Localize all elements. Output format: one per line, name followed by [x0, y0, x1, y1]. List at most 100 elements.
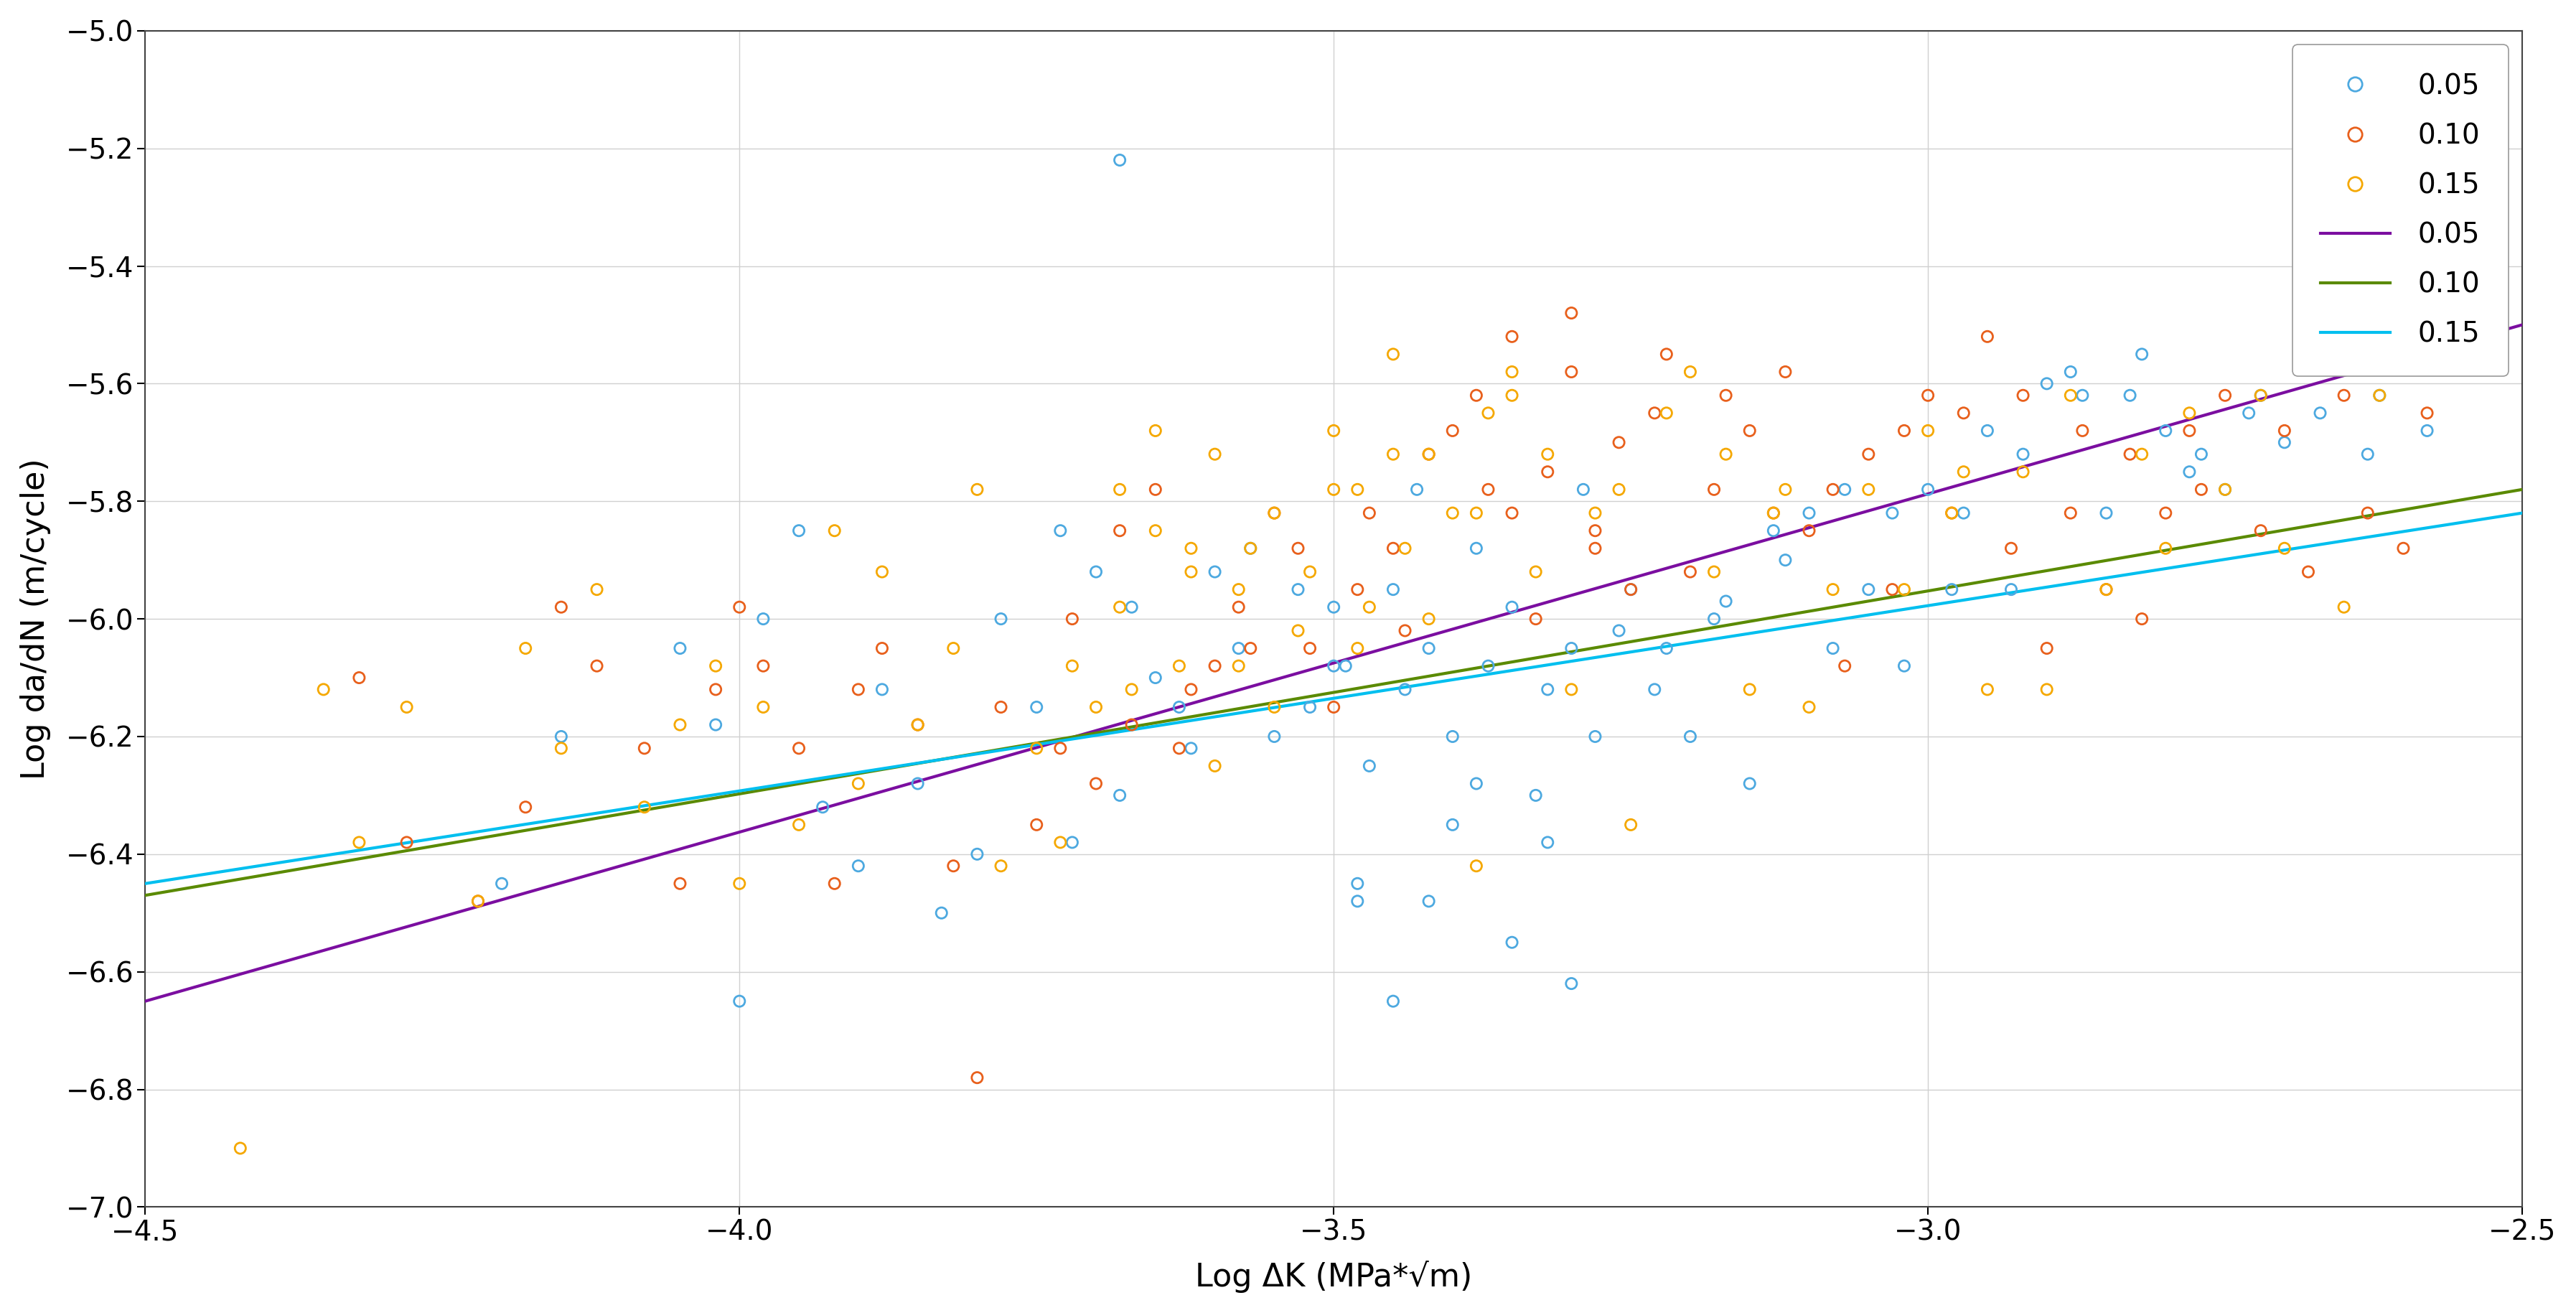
Point: [1291, 638, 1332, 659]
Point: [459, 890, 500, 911]
Point: [1432, 420, 1473, 441]
Point: [1432, 503, 1473, 524]
Point: [1551, 361, 1592, 382]
Point: [1528, 832, 1569, 853]
Point: [1110, 714, 1151, 735]
Point: [1646, 638, 1687, 659]
Point: [1170, 679, 1211, 700]
Point: [2300, 403, 2342, 424]
Point: [1170, 738, 1211, 759]
Point: [956, 1067, 997, 1088]
Point: [1610, 814, 1651, 835]
Point: [1455, 538, 1497, 559]
Point: [1159, 655, 1200, 676]
Point: [1291, 697, 1332, 718]
Point: [1574, 520, 1615, 541]
Point: [2169, 461, 2210, 482]
Point: [541, 726, 582, 747]
Point: [1409, 608, 1450, 629]
Point: [623, 797, 665, 818]
Point: [219, 1138, 260, 1159]
Point: [1468, 655, 1510, 676]
Point: [719, 991, 760, 1012]
Point: [1932, 503, 1973, 524]
Point: [1255, 726, 1296, 747]
Point: [1373, 444, 1414, 465]
Point: [981, 697, 1023, 718]
Point: [896, 773, 938, 794]
Point: [1492, 361, 1533, 382]
Point: [2228, 403, 2269, 424]
Point: [1195, 755, 1236, 776]
Point: [1195, 655, 1236, 676]
Point: [577, 655, 618, 676]
Point: [1278, 538, 1319, 559]
Point: [2205, 479, 2246, 500]
Point: [337, 667, 379, 688]
Point: [482, 873, 523, 894]
Point: [1705, 444, 1747, 465]
Point: [1492, 596, 1533, 617]
Point: [659, 714, 701, 735]
Point: [1136, 667, 1177, 688]
Point: [1383, 679, 1425, 700]
Point: [1883, 420, 1924, 441]
Point: [837, 679, 878, 700]
Point: [1314, 479, 1355, 500]
Point: [1669, 562, 1710, 583]
Point: [1528, 679, 1569, 700]
Point: [1136, 420, 1177, 441]
Point: [1170, 562, 1211, 583]
Point: [1218, 655, 1260, 676]
Point: [2383, 538, 2424, 559]
Point: [1373, 344, 1414, 365]
Point: [2087, 579, 2128, 600]
Point: [2120, 344, 2161, 365]
Point: [1041, 520, 1082, 541]
Point: [1574, 726, 1615, 747]
Point: [981, 608, 1023, 629]
Point: [2027, 638, 2069, 659]
Point: [1100, 520, 1141, 541]
Point: [2087, 503, 2128, 524]
Point: [1705, 385, 1747, 406]
Point: [2419, 268, 2460, 289]
Point: [1229, 638, 1270, 659]
Point: [1574, 538, 1615, 559]
Point: [1468, 479, 1510, 500]
Point: [2002, 461, 2043, 482]
Point: [933, 638, 974, 659]
Point: [1218, 596, 1260, 617]
Point: [1814, 579, 1855, 600]
Point: [1409, 444, 1450, 465]
Point: [2383, 344, 2424, 365]
Point: [541, 596, 582, 617]
Y-axis label: Log da/dN (m/cycle): Log da/dN (m/cycle): [21, 458, 52, 780]
Point: [2264, 432, 2306, 453]
Point: [1396, 479, 1437, 500]
Point: [1432, 814, 1473, 835]
Point: [1705, 591, 1747, 612]
Point: [1646, 403, 1687, 424]
Point: [1074, 773, 1115, 794]
Point: [1136, 520, 1177, 541]
Point: [1646, 344, 1687, 365]
Point: [1255, 503, 1296, 524]
Point: [1847, 579, 1888, 600]
Point: [2027, 679, 2069, 700]
Point: [1692, 608, 1734, 629]
Point: [1597, 432, 1638, 453]
Point: [1551, 973, 1592, 994]
Point: [1932, 503, 1973, 524]
Point: [386, 832, 428, 853]
Point: [2182, 479, 2223, 500]
Point: [2146, 538, 2187, 559]
Point: [1100, 150, 1141, 171]
Point: [1314, 596, 1355, 617]
Point: [1492, 932, 1533, 953]
Point: [1788, 697, 1829, 718]
Point: [2241, 385, 2282, 406]
Point: [1041, 832, 1082, 853]
Point: [1883, 655, 1924, 676]
Point: [778, 814, 819, 835]
